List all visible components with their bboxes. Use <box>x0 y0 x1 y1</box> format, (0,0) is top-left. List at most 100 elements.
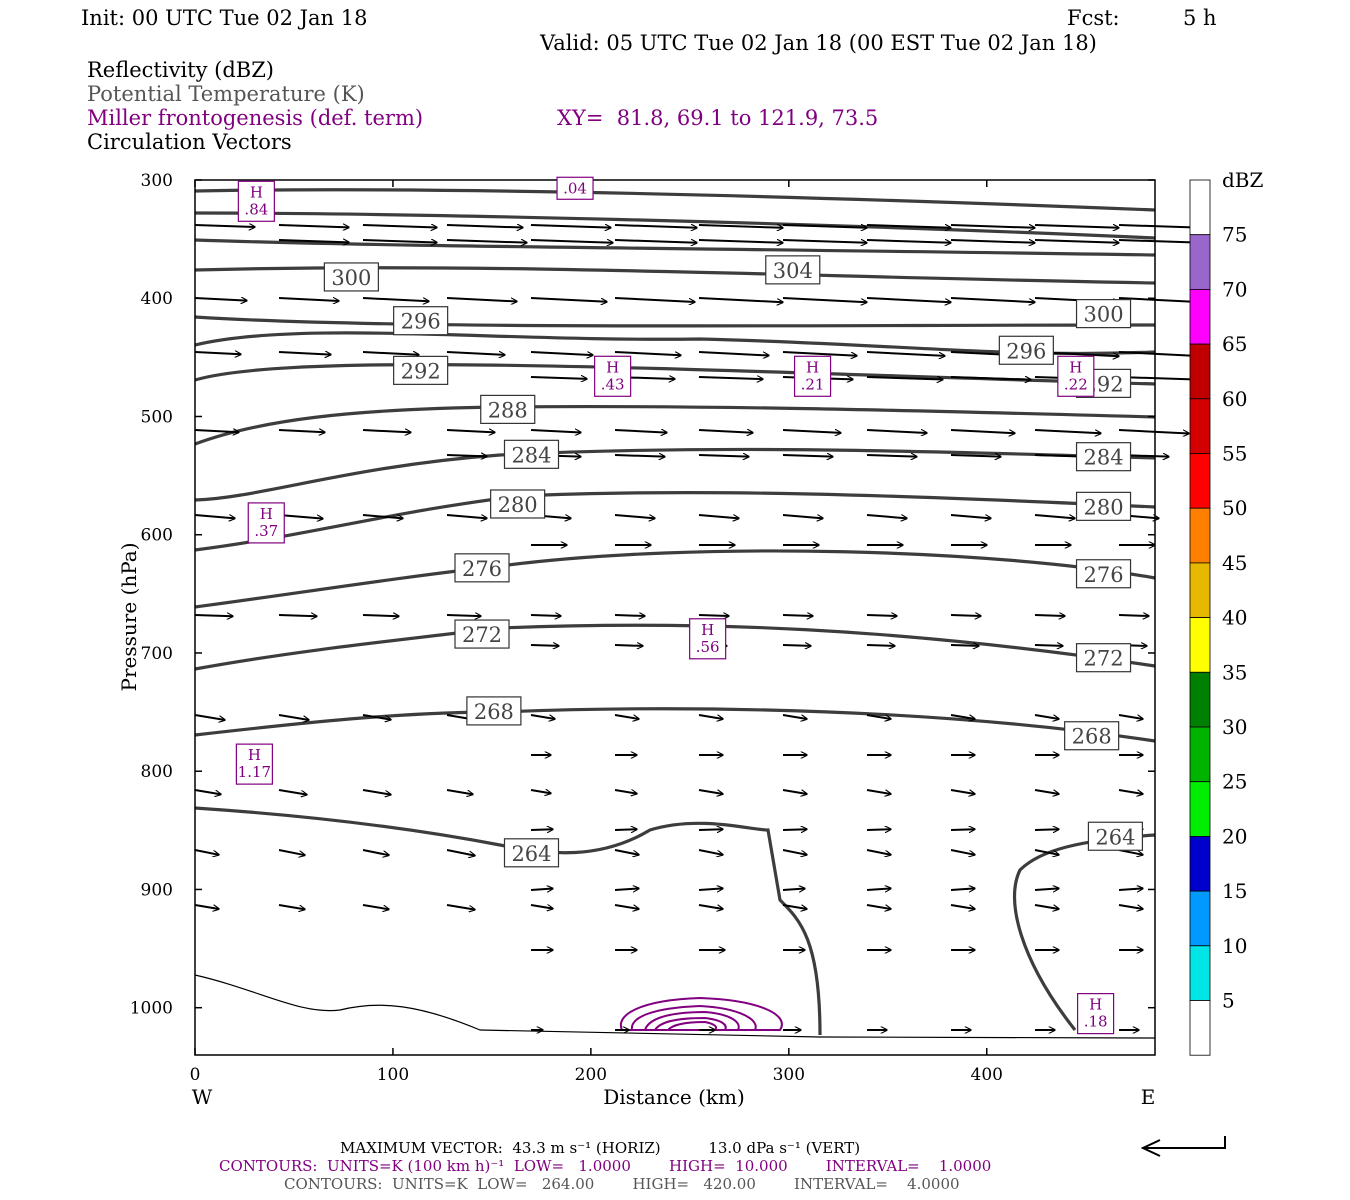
circulation-vector <box>698 829 723 830</box>
theta-contour-label: 296 <box>998 335 1054 365</box>
circulation-vector <box>614 829 637 830</box>
circulation-vector <box>1118 714 1143 719</box>
circulation-vector <box>530 297 607 302</box>
colorbar-swatch <box>1189 562 1211 619</box>
theta-contour-label: 264 <box>503 838 560 868</box>
legend-circulation-vectors: Circulation Vectors <box>87 130 292 154</box>
colorbar-swatch <box>1189 507 1211 564</box>
circulation-vector <box>278 352 331 355</box>
circulation-vector <box>530 714 555 719</box>
circulation-vector <box>782 429 841 433</box>
svg-text:H: H <box>1089 996 1102 1014</box>
circulation-vector <box>1118 904 1143 909</box>
circulation-vector <box>278 430 325 432</box>
colorbar-swatch <box>1189 398 1211 454</box>
svg-text:280: 280 <box>1083 495 1123 519</box>
theta-contour-label: 276 <box>1075 559 1132 589</box>
circulation-vector <box>782 789 807 794</box>
circulation-vector <box>698 904 723 909</box>
circulation-vector <box>866 645 895 646</box>
circulation-vector <box>530 829 553 830</box>
colorbar-label: 55 <box>1222 442 1247 466</box>
circulation-vector <box>782 645 811 646</box>
circulation-vector <box>866 714 891 719</box>
theta-line <box>194 806 822 1036</box>
colorbar-label: 40 <box>1222 606 1247 630</box>
svg-text:.22: .22 <box>1064 375 1088 393</box>
plot-frame <box>194 179 1156 1056</box>
svg-text:272: 272 <box>1083 647 1123 671</box>
circulation-vector <box>194 430 239 432</box>
circulation-vector <box>362 714 391 720</box>
circulation-vector <box>278 297 339 301</box>
circulation-vector <box>446 789 473 794</box>
circulation-vector <box>1034 224 1119 228</box>
theta-contour-label: 284 <box>503 439 560 469</box>
svg-text:.43: .43 <box>601 375 625 393</box>
y-tick-label: 300 <box>141 171 173 191</box>
colorbar-label: 35 <box>1222 660 1247 684</box>
colorbar-label: 20 <box>1222 824 1247 848</box>
svg-text:268: 268 <box>474 700 514 724</box>
valid-time: Valid: 05 UTC Tue 02 Jan 18 (00 EST Tue … <box>540 31 1097 55</box>
colorbar-label: 30 <box>1222 715 1247 739</box>
svg-text:280: 280 <box>498 493 538 517</box>
circulation-vector <box>1118 297 1203 302</box>
colorbar-swatch <box>1189 288 1211 345</box>
svg-text:296: 296 <box>1006 339 1046 363</box>
y-tick-label: 800 <box>141 762 173 782</box>
circulation-vector <box>950 904 975 909</box>
svg-text:300: 300 <box>1083 303 1123 327</box>
circulation-vector <box>950 789 975 794</box>
colorbar-swatch <box>1189 726 1211 783</box>
circulation-vector <box>698 888 723 890</box>
circulation-vector <box>194 789 221 794</box>
circulation-vector <box>1034 239 1119 243</box>
circulation-vector <box>446 351 505 355</box>
svg-text:H: H <box>250 183 263 201</box>
circulation-vector <box>782 239 867 243</box>
circulation-vector <box>698 297 783 302</box>
theta-contour-label: 284 <box>1075 442 1132 472</box>
circulation-vector <box>614 615 645 616</box>
circulation-vector <box>1034 714 1059 719</box>
theta-line <box>194 447 1156 502</box>
theta-line <box>194 707 1156 743</box>
frontogenesis-high-label: H1.17 <box>235 743 273 785</box>
circulation-vector <box>866 829 891 830</box>
circulation-vector <box>698 430 753 433</box>
svg-text:H: H <box>606 358 619 376</box>
circulation-vector <box>782 455 833 457</box>
circulation-vector <box>698 224 783 228</box>
circulation-vector <box>1034 615 1065 616</box>
theta-contour-info: CONTOURS: UNITS=K LOW= 264.00 HIGH= 420.… <box>284 1175 960 1193</box>
colorbar-title: dBZ <box>1222 168 1264 192</box>
circulation-vector <box>530 615 561 616</box>
circulation-vector <box>1118 239 1203 243</box>
x-tick-label: 400 <box>971 1065 1003 1085</box>
y-tick-label: 500 <box>141 407 173 427</box>
theta-contour-label: 280 <box>490 489 546 519</box>
circulation-vector <box>950 645 979 646</box>
theta-contour-label: 272 <box>1075 643 1132 673</box>
circulation-vector <box>782 714 807 719</box>
circulation-vector <box>782 849 807 855</box>
circulation-vector <box>194 514 235 518</box>
circulation-vector <box>866 789 891 794</box>
circulation-vector <box>362 904 389 909</box>
circulation-vector <box>866 377 943 380</box>
theta-contour-label: 272 <box>454 619 510 649</box>
cross-section-endpoints: XY= 81.8, 69.1 to 121.9, 73.5 <box>557 106 879 130</box>
colorbar-swatch <box>1189 671 1211 728</box>
theta-contour-label: 296 <box>393 306 449 336</box>
circulation-vector <box>446 615 481 616</box>
circulation-vector <box>362 225 437 227</box>
circulation-vector <box>446 225 523 228</box>
theta-line <box>194 188 1156 212</box>
colorbar-label: 45 <box>1222 551 1247 575</box>
colorbar-label: 75 <box>1222 223 1247 247</box>
theta-contour-label: 300 <box>323 262 379 292</box>
circulation-vector <box>782 351 857 356</box>
colorbar-swatch <box>1189 1000 1211 1056</box>
x-tick-label: 300 <box>773 1065 805 1085</box>
